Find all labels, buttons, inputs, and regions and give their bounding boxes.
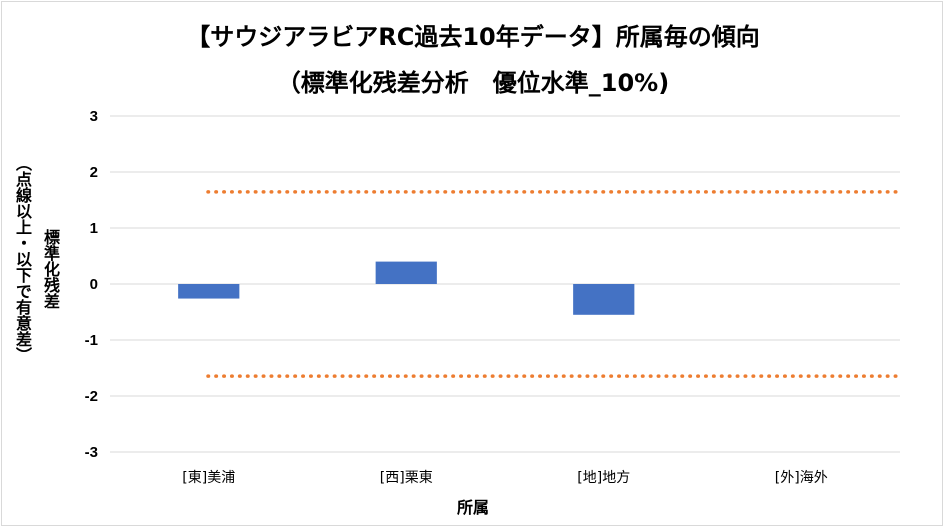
y-tick-label: -3	[85, 444, 98, 461]
bar	[178, 284, 240, 299]
chart-title: 【サウジアラビアRC過去10年データ】所属毎の傾向	[186, 23, 760, 51]
bar	[573, 284, 635, 315]
y-tick-label: 2	[90, 164, 98, 181]
y-tick-label: -2	[85, 388, 98, 405]
x-tick-label: [地]地方	[577, 470, 630, 486]
y-tick-label: 0	[90, 276, 98, 293]
x-axis-title: 所属	[456, 498, 489, 517]
y-axis-label: 標準化残差 （点線以上・以下で有意差）	[10, 155, 60, 425]
y-tick-label: 1	[90, 220, 98, 237]
y-tick-label: 3	[90, 108, 98, 125]
bar	[375, 261, 437, 284]
x-tick-label: [西]栗東	[380, 470, 433, 486]
x-tick-label: [東]美浦	[182, 470, 235, 486]
x-tick-label: [外]海外	[775, 470, 828, 486]
y-axis-title: 標準化残差	[41, 229, 60, 309]
chart-subtitle: （標準化残差分析 優位水準_10%)	[276, 69, 670, 97]
y-axis-note: （点線以上・以下で有意差）	[13, 155, 32, 363]
y-tick-label: -1	[85, 332, 98, 349]
